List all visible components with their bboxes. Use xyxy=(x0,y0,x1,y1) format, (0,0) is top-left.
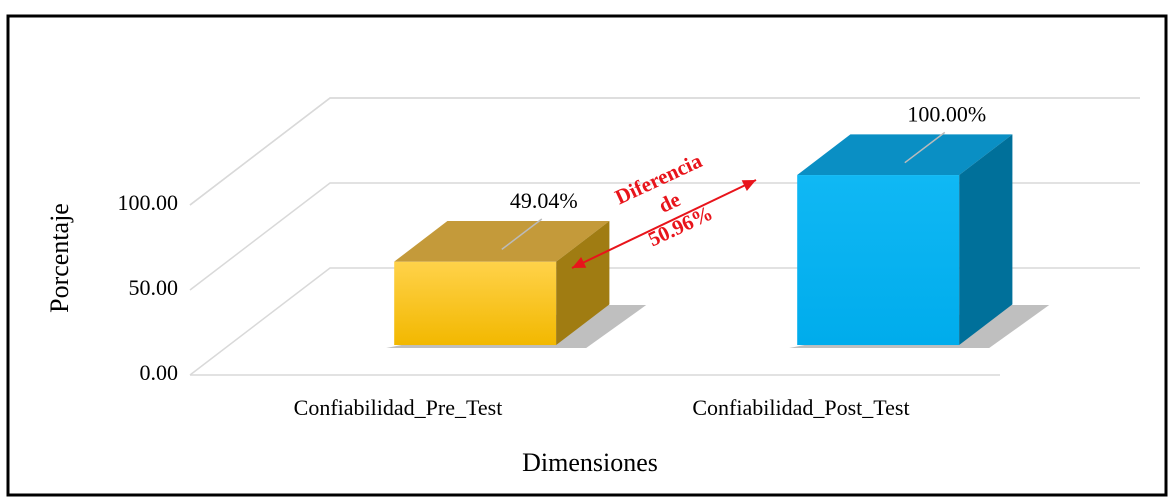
arrow-head xyxy=(741,180,756,192)
bar xyxy=(789,134,1050,349)
bar-front xyxy=(797,175,960,346)
x-axis-label: Dimensiones xyxy=(522,448,658,477)
y-tick-label: 50.00 xyxy=(129,275,179,300)
annotation-arrow xyxy=(571,179,757,269)
bar-side xyxy=(959,134,1013,346)
y-tick-label: 100.00 xyxy=(118,190,179,215)
wall-top-edge xyxy=(189,97,1140,206)
data-label: 100.00% xyxy=(907,101,986,126)
bar-top xyxy=(394,221,610,262)
label-leader xyxy=(501,218,543,250)
data-label: 49.04% xyxy=(510,188,578,213)
x-tick-label: Confiabilidad_Pre_Test xyxy=(294,395,503,420)
bar-top xyxy=(797,134,1013,176)
bar xyxy=(386,221,647,349)
y-tick-label: 0.00 xyxy=(140,360,179,385)
x-tick-label: Confiabilidad_Post_Test xyxy=(692,395,909,420)
bar-front xyxy=(394,261,557,346)
y-axis-label: Porcentaje xyxy=(45,203,74,313)
bar-side xyxy=(556,221,610,346)
arrow-head xyxy=(572,256,587,268)
label-leader xyxy=(904,131,946,164)
